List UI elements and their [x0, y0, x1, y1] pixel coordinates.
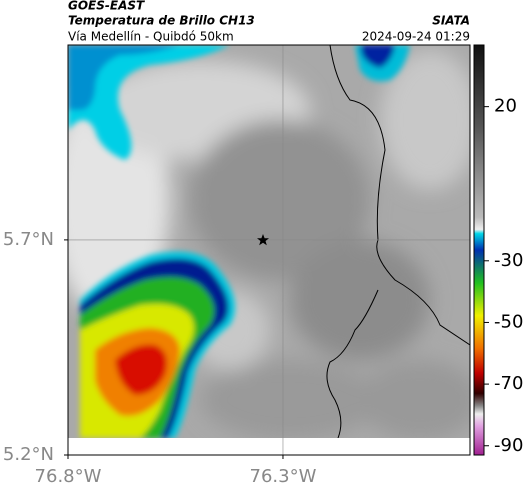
timestamp: 2024-09-24 01:29 [362, 30, 470, 44]
x-tick-label: 76.8°W [35, 466, 102, 487]
x-tick-label: 76.3°W [250, 466, 317, 487]
colorbar-tick-label: -90 [494, 435, 523, 456]
colorbar-tick-label: -70 [494, 373, 523, 394]
y-tick-label: 5.2°N [3, 444, 54, 465]
colorbar-tick-label: -50 [494, 311, 523, 332]
colorbar-tick-label: -30 [494, 250, 523, 271]
source: SIATA [432, 14, 470, 28]
map-frame [67, 44, 471, 456]
satellite-image [68, 45, 470, 438]
title: GOES-EAST [68, 0, 145, 13]
subtitle: Temperatura de Brillo CH13 [68, 14, 255, 28]
colorbar [473, 44, 485, 456]
city-marker [257, 234, 269, 246]
route: Vía Medellín - Quibdó 50km [68, 30, 234, 44]
ticks: 76.8°W 76.3°W 5.2°N 5.7°N 20 -30 -50 -70 -90 [3, 96, 524, 487]
colorbar-tick-label: 20 [494, 96, 517, 117]
y-tick-label: 5.7°N [3, 229, 54, 250]
